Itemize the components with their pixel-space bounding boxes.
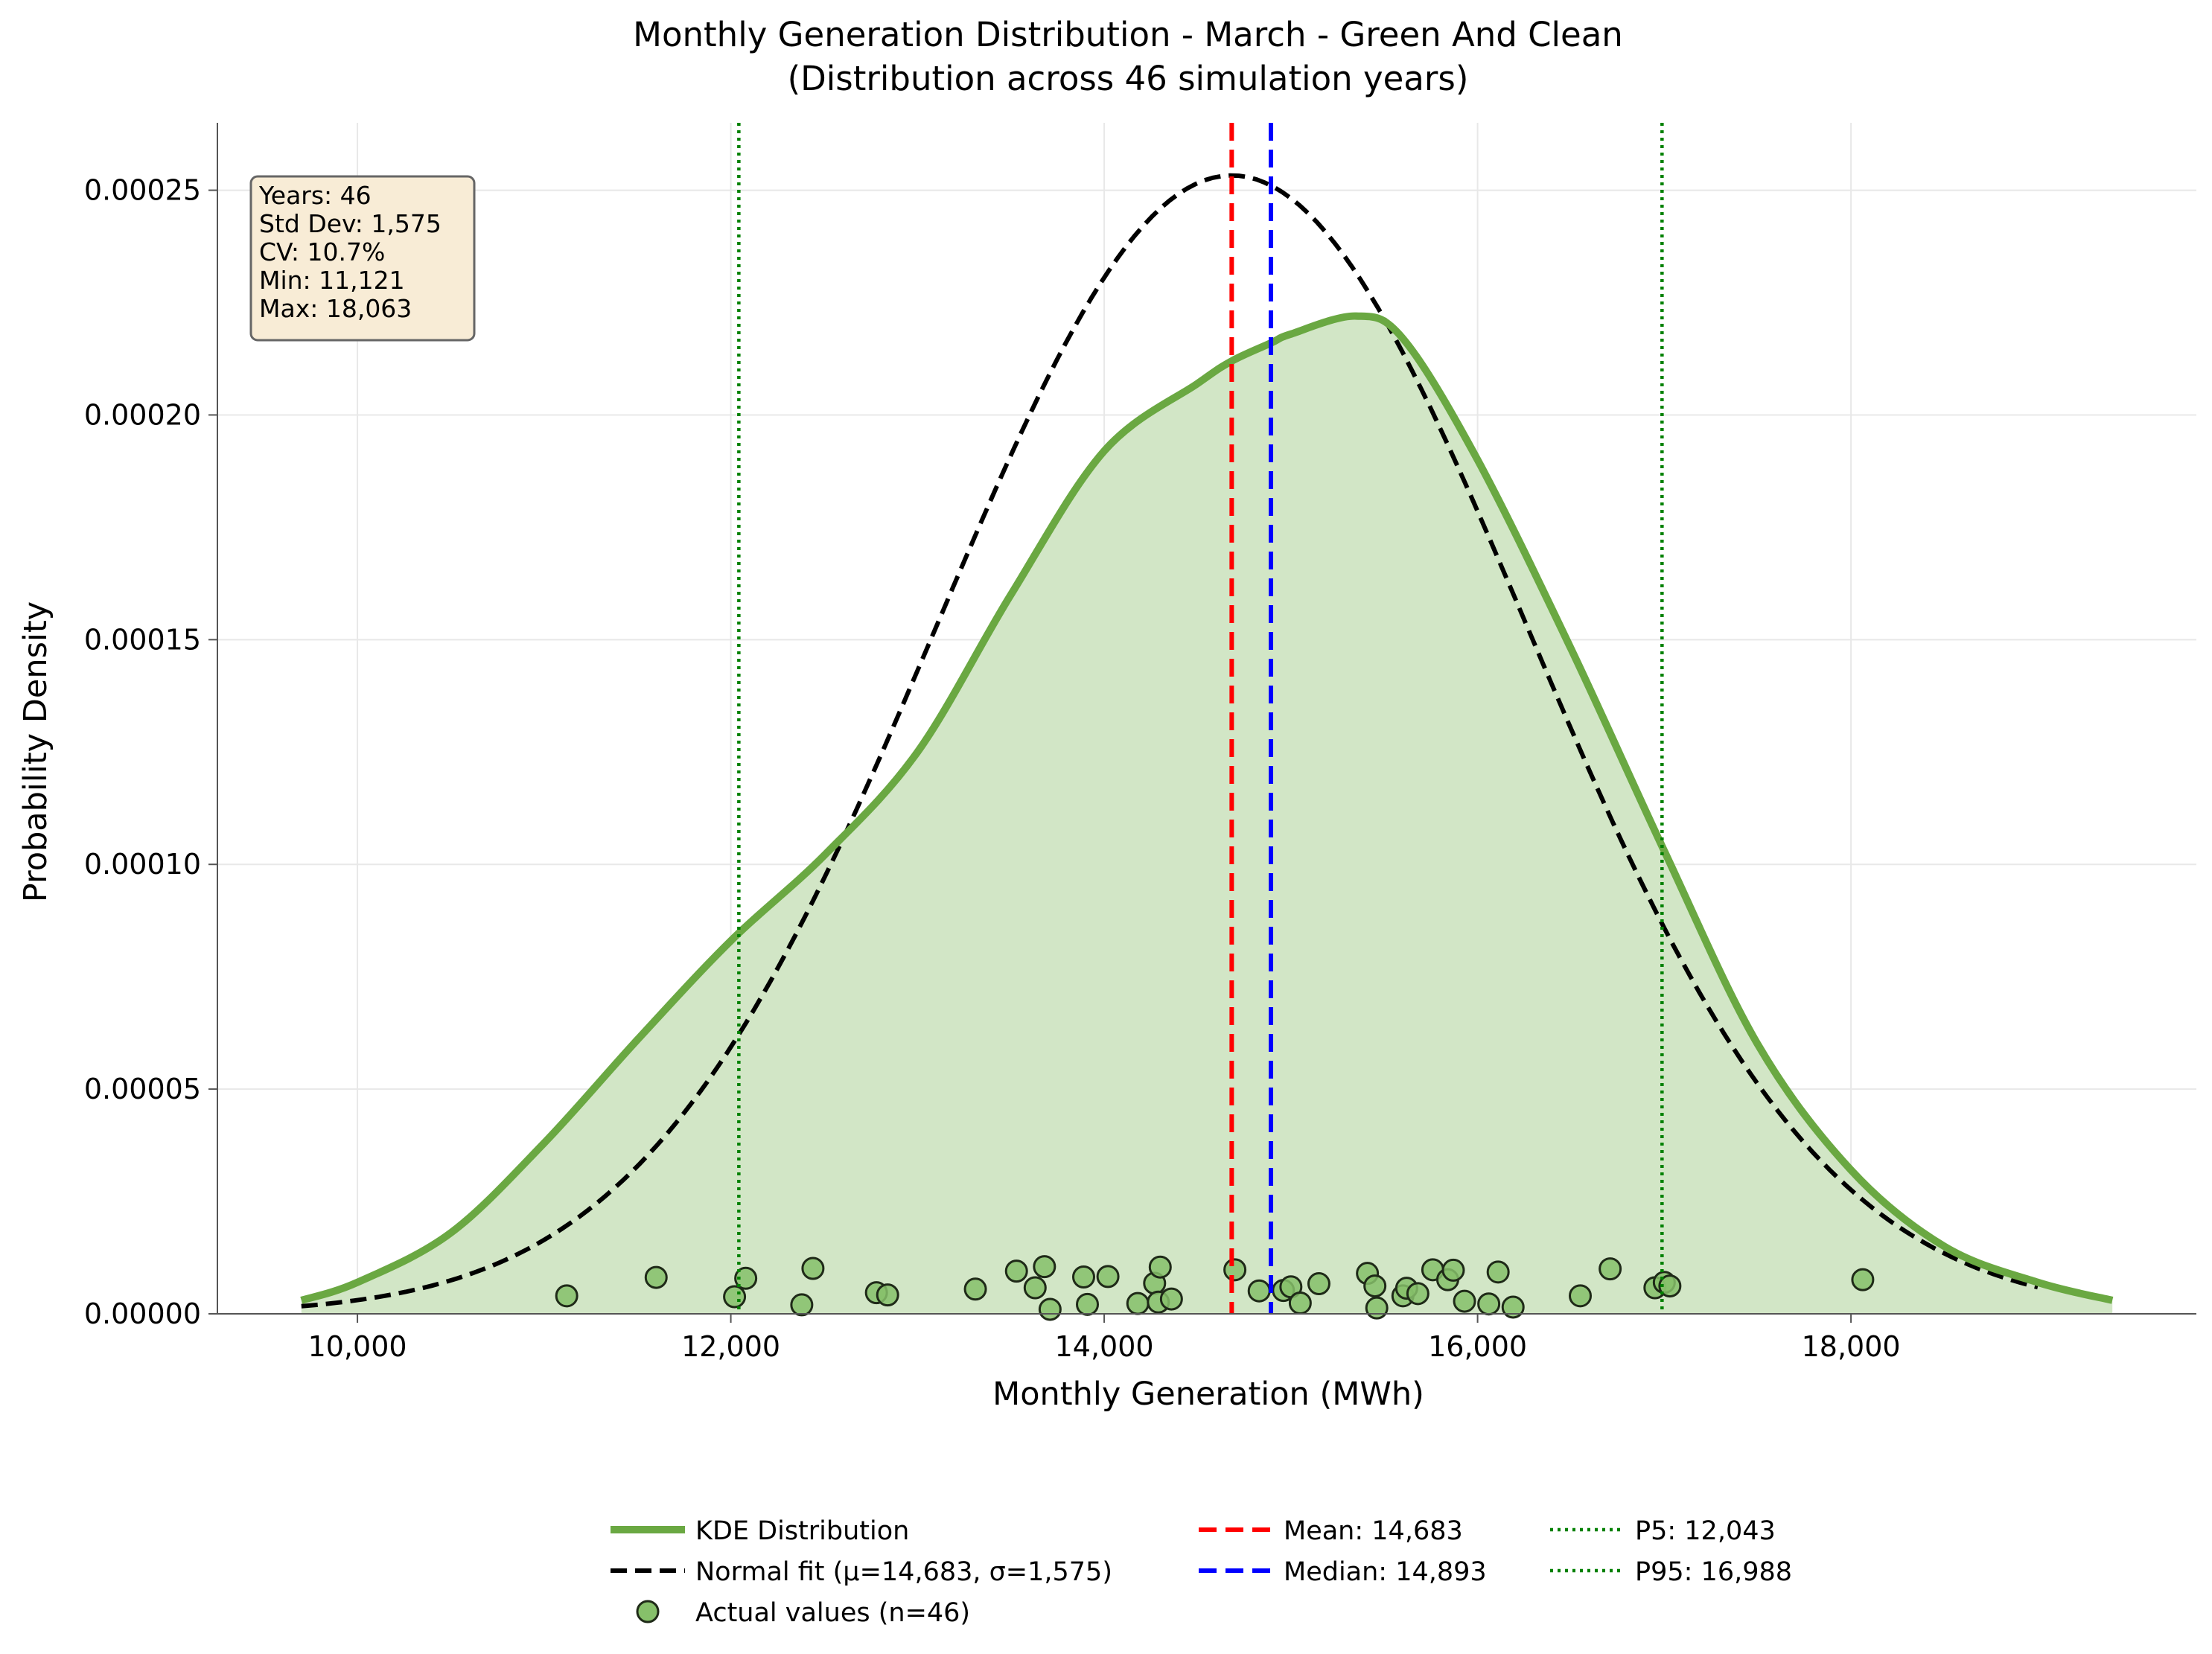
- data-point: [1004, 1259, 1028, 1283]
- y-tick-label: 0.00015: [84, 623, 201, 656]
- legend-label: P95: 16,988: [1635, 1557, 1792, 1587]
- data-point: [1307, 1272, 1330, 1296]
- legend-item: Mean: 14,683: [1199, 1516, 1463, 1546]
- x-tick-label: 10,000: [308, 1330, 407, 1363]
- data-point: [1501, 1295, 1525, 1319]
- stats-box-line: Min: 11,121: [259, 266, 405, 295]
- legend-item: Normal fit (μ=14,683, σ=1,575): [611, 1557, 1112, 1587]
- legend-label: Normal fit (μ=14,683, σ=1,575): [695, 1557, 1112, 1587]
- legend-label: KDE Distribution: [695, 1516, 909, 1546]
- kde-line: [300, 312, 2114, 1304]
- data-point: [801, 1257, 825, 1280]
- data-point: [1247, 1279, 1271, 1303]
- data-point: [1096, 1265, 1120, 1289]
- data-point: [1072, 1265, 1096, 1289]
- data-point: [963, 1277, 987, 1301]
- x-tick-label: 16,000: [1428, 1330, 1527, 1363]
- data-point: [1406, 1282, 1429, 1306]
- stats-box-line: Years: 46: [258, 181, 372, 210]
- legend-item: Median: 14,893: [1199, 1557, 1487, 1587]
- y-tick-label: 0.00025: [84, 174, 201, 207]
- data-point: [1023, 1276, 1047, 1300]
- legend-swatch-points: [636, 1600, 660, 1623]
- data-point: [1038, 1297, 1062, 1321]
- y-axis-label: Probability Density: [17, 601, 54, 902]
- data-point: [1363, 1274, 1387, 1298]
- data-point: [790, 1293, 814, 1317]
- data-point: [1569, 1284, 1593, 1308]
- data-point: [644, 1265, 668, 1289]
- legend-label: Actual values (n=46): [695, 1598, 970, 1628]
- data-point: [555, 1284, 579, 1308]
- stats-box-line: Max: 18,063: [259, 294, 412, 323]
- stats-box-frame: [249, 175, 476, 342]
- data-point: [1486, 1260, 1510, 1284]
- data-point: [1851, 1268, 1875, 1291]
- y-tick-label: 0.00010: [84, 848, 201, 881]
- normal-fit-line: [301, 173, 2039, 1309]
- chart-title: Monthly Generation Distribution - March …: [633, 15, 1623, 54]
- data-point: [1477, 1292, 1501, 1316]
- legend-label: P5: 12,043: [1635, 1516, 1776, 1546]
- y-tick-label: 0.00005: [84, 1073, 201, 1105]
- legend-item: KDE Distribution: [611, 1516, 909, 1546]
- x-tick-label: 12,000: [681, 1330, 780, 1363]
- data-point: [1453, 1289, 1476, 1313]
- legend-item: Actual values (n=46): [636, 1598, 970, 1628]
- data-point: [876, 1283, 899, 1307]
- data-point: [1441, 1258, 1465, 1282]
- chart-subtitle: (Distribution across 46 simulation years…: [788, 59, 1469, 98]
- legend: KDE Distribution Normal fit (μ=14,683, σ=…: [611, 1516, 1792, 1628]
- x-tick-label: 18,000: [1802, 1330, 1901, 1363]
- stats-box-line: Std Dev: 1,575: [259, 209, 442, 238]
- data-point: [1159, 1287, 1183, 1311]
- x-tick-label: 14,000: [1055, 1330, 1154, 1363]
- data-point: [1126, 1291, 1150, 1315]
- stats-box-line: CV: 10.7%: [259, 237, 385, 266]
- data-point: [1658, 1274, 1682, 1298]
- legend-label: Median: 14,893: [1284, 1557, 1487, 1587]
- legend-item: P95: 16,988: [1550, 1557, 1792, 1587]
- x-axis-label: Monthly Generation (MWh): [992, 1376, 1424, 1413]
- data-point: [1076, 1292, 1100, 1316]
- data-point: [1288, 1291, 1312, 1315]
- data-point: [723, 1285, 747, 1309]
- data-point: [1223, 1258, 1247, 1282]
- kde-fill: [301, 316, 2113, 1315]
- legend-label: Mean: 14,683: [1284, 1516, 1463, 1546]
- data-point: [1599, 1257, 1622, 1281]
- data-point: [1148, 1255, 1172, 1279]
- data-point: [1365, 1296, 1389, 1320]
- data-point: [1033, 1255, 1056, 1279]
- y-tick-label: 0.00000: [84, 1297, 201, 1330]
- data-point: [734, 1266, 758, 1290]
- plot-area: [300, 123, 2114, 1321]
- axes: 10,000 12,000 14,000 16,000 18,000 0.00000 0.0…: [84, 123, 2196, 1363]
- y-tick-label: 0.00020: [84, 398, 201, 431]
- legend-item: P5: 12,043: [1550, 1516, 1776, 1546]
